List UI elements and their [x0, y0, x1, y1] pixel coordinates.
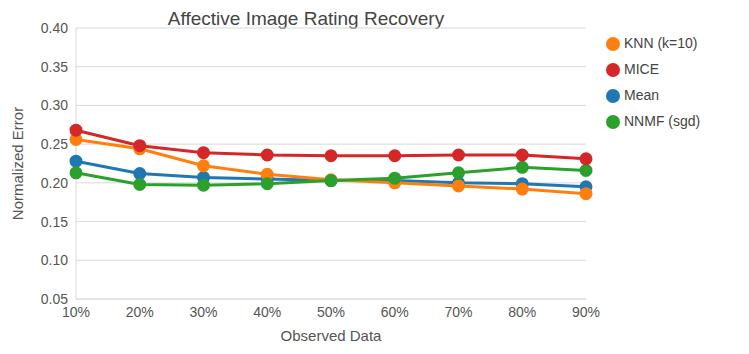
svg-text:30%: 30% — [189, 304, 217, 320]
svg-text:0.25: 0.25 — [41, 136, 68, 152]
html-text:MICE: MICE — [624, 61, 659, 77]
svg-text:40%: 40% — [253, 304, 281, 320]
svg-text:0.40: 0.40 — [41, 20, 68, 36]
svg-text:0.10: 0.10 — [41, 252, 68, 268]
svg-text:20%: 20% — [126, 304, 154, 320]
svg-text:90%: 90% — [572, 304, 600, 320]
svg-text:0.15: 0.15 — [41, 214, 68, 230]
html-text:KNN (k=10): KNN (k=10) — [624, 35, 698, 51]
svg-text:0.05: 0.05 — [41, 291, 68, 307]
html-text:Affective Image Rating Recover: Affective Image Rating Recovery — [167, 8, 445, 29]
svg-text:0.35: 0.35 — [41, 59, 68, 75]
svg-text:50%: 50% — [317, 304, 345, 320]
html-text:NNMF (sgd): NNMF (sgd) — [624, 113, 701, 129]
svg-text:80%: 80% — [508, 304, 536, 320]
svg-text:70%: 70% — [444, 304, 472, 320]
svg-text:60%: 60% — [381, 304, 409, 320]
svg-text:Normalized Error: Normalized Error — [9, 107, 26, 220]
html-text:Mean: Mean — [624, 87, 659, 103]
svg-text:10%: 10% — [62, 303, 90, 320]
svg-text:0.30: 0.30 — [41, 97, 68, 113]
svg-text:0.20: 0.20 — [41, 175, 68, 191]
svg-text:Observed Data: Observed Data — [281, 327, 383, 344]
